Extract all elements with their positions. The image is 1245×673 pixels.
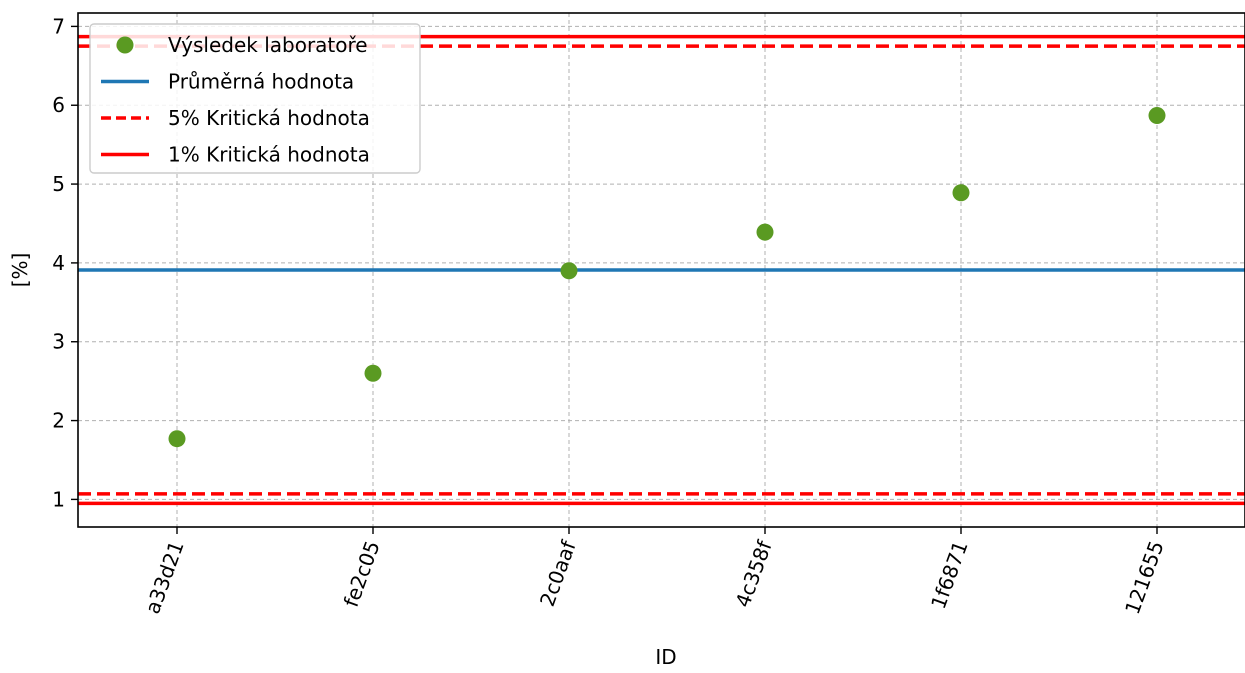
y-tick-label: 4	[52, 251, 65, 275]
x-tick-label: a33d21	[140, 538, 188, 617]
y-tick-label: 1	[52, 487, 65, 511]
y-axis: 1 2 3 4 5 6 7	[52, 14, 78, 511]
x-tick-label: 121655	[1120, 538, 1169, 618]
x-tick-label: 1f6871	[926, 538, 973, 613]
data-points	[168, 106, 1166, 448]
y-tick-label: 5	[52, 172, 65, 196]
legend-label: Průměrná hodnota	[168, 70, 354, 94]
y-tick-label: 2	[52, 409, 65, 433]
plot-frame	[77, 12, 1245, 528]
legend-label: 5% Kritická hodnota	[168, 106, 370, 130]
x-tick-label: fe2c05	[339, 538, 385, 611]
data-point	[364, 364, 382, 382]
x-tick-label: 4c358f	[731, 537, 777, 611]
x-axis: a33d21 fe2c05 2c0aaf 4c358f 1f6871 121655	[140, 527, 1169, 618]
legend: Výsledek laboratoře Průměrná hodnota 5% Kr…	[89, 23, 421, 174]
data-point	[952, 184, 970, 202]
x-axis-title: ID	[655, 645, 676, 669]
legend-marker	[116, 36, 134, 54]
data-point	[168, 430, 186, 448]
y-tick-label: 7	[52, 14, 65, 38]
data-point	[1148, 106, 1166, 124]
y-axis-title: [%]	[8, 253, 32, 288]
data-point	[756, 223, 774, 241]
legend-label: Výsledek laboratoře	[168, 33, 368, 57]
y-tick-label: 3	[52, 330, 65, 354]
legend-box	[89, 23, 421, 174]
grid	[78, 13, 1245, 527]
data-point	[560, 262, 578, 280]
x-tick-label: 2c0aaf	[535, 537, 581, 610]
y-tick-label: 6	[52, 93, 65, 117]
legend-label: 1% Kritická hodnota	[168, 143, 370, 167]
